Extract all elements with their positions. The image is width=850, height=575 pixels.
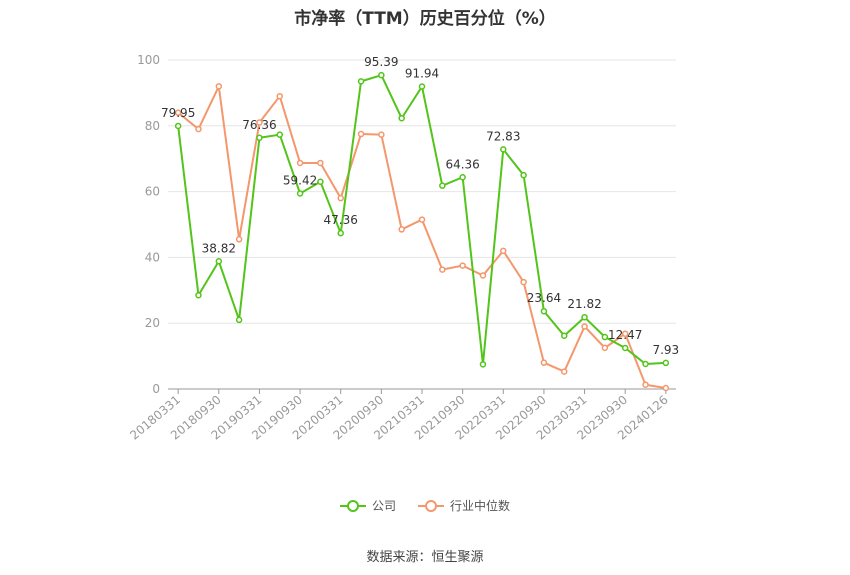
data-label: 64.36: [445, 157, 479, 171]
data-point-company: [378, 71, 385, 79]
data-point-industry: [357, 130, 365, 138]
data-point-company: [662, 359, 670, 367]
y-tick-label: 60: [145, 185, 160, 199]
data-point-industry: [276, 92, 284, 100]
data-label: 21.82: [567, 297, 601, 311]
data-point-company: [601, 333, 609, 341]
legend-item-industry[interactable]: 行业中位数: [418, 497, 510, 514]
data-label: 76.36: [242, 118, 276, 132]
data-point-industry: [520, 278, 527, 286]
data-point-industry: [560, 368, 568, 375]
data-point-industry: [459, 262, 466, 269]
data-label: 7.93: [652, 343, 679, 357]
legend-label-industry: 行业中位数: [450, 499, 511, 513]
data-point-company: [235, 316, 243, 324]
data-point-company: [581, 313, 588, 321]
legend-item-company[interactable]: 公司: [339, 497, 396, 514]
data-point-company: [296, 190, 304, 197]
data-point-company: [276, 131, 284, 138]
y-tick-label: 0: [152, 382, 160, 396]
data-label: 72.83: [486, 129, 520, 143]
data-label: 12.47: [608, 328, 642, 342]
y-tick-label: 100: [137, 53, 160, 67]
data-point-industry: [418, 216, 426, 223]
data-label: 95.39: [364, 55, 398, 69]
data-label: 47.36: [324, 213, 358, 227]
data-point-industry: [174, 109, 182, 116]
data-label: 79.95: [161, 106, 195, 120]
data-point-industry: [642, 381, 649, 388]
data-point-industry: [256, 119, 263, 126]
data-label: 23.64: [527, 291, 561, 305]
data-point-company: [317, 178, 324, 185]
data-point-industry: [317, 159, 324, 167]
data-point-company: [418, 83, 426, 90]
data-point-industry: [500, 247, 507, 255]
data-point-industry: [662, 384, 670, 392]
data-point-company: [439, 182, 446, 189]
legend-marker-company: [339, 499, 366, 512]
data-point-company: [500, 146, 507, 153]
data-point-company: [479, 361, 487, 368]
data-point-industry: [296, 159, 304, 167]
data-point-company: [520, 171, 527, 179]
legend-marker-industry: [418, 499, 444, 512]
data-point-company: [195, 291, 202, 299]
data-point-industry: [398, 226, 405, 233]
data-point-industry: [540, 359, 548, 366]
data-point-company: [540, 307, 548, 315]
data-point-company: [459, 174, 466, 181]
data-point-industry: [378, 131, 385, 138]
data-label: 59.42: [283, 174, 317, 188]
data-label: 38.82: [202, 241, 236, 255]
y-tick-label: 80: [145, 119, 160, 133]
data-point-industry: [337, 194, 344, 202]
data-point-company: [398, 114, 405, 122]
data-point-industry: [235, 236, 243, 243]
data-point-industry: [479, 272, 487, 279]
data-point-company: [357, 78, 365, 85]
chart-legend: 公司 行业中位数: [0, 497, 850, 514]
data-point-company: [642, 360, 649, 368]
data-point-company: [621, 344, 629, 352]
data-point-industry: [215, 83, 223, 90]
data-point-company: [174, 122, 182, 130]
data-point-industry: [601, 344, 609, 352]
data-point-industry: [195, 125, 202, 133]
data-label: 91.94: [405, 67, 439, 81]
data-point-company: [215, 258, 223, 265]
data-point-industry: [581, 323, 588, 330]
chart-title: 市净率（TTM）历史百分位（%）: [294, 9, 556, 29]
data-point-company: [337, 229, 344, 237]
data-source: 数据来源：恒生聚源: [366, 550, 484, 565]
data-point-industry: [439, 266, 446, 273]
y-tick-label: 20: [145, 316, 160, 330]
legend-label-company: 公司: [371, 499, 396, 513]
data-point-company: [560, 332, 568, 339]
data-point-company: [256, 134, 263, 142]
y-tick-label: 40: [145, 250, 160, 264]
data-point-industry: [621, 330, 629, 337]
